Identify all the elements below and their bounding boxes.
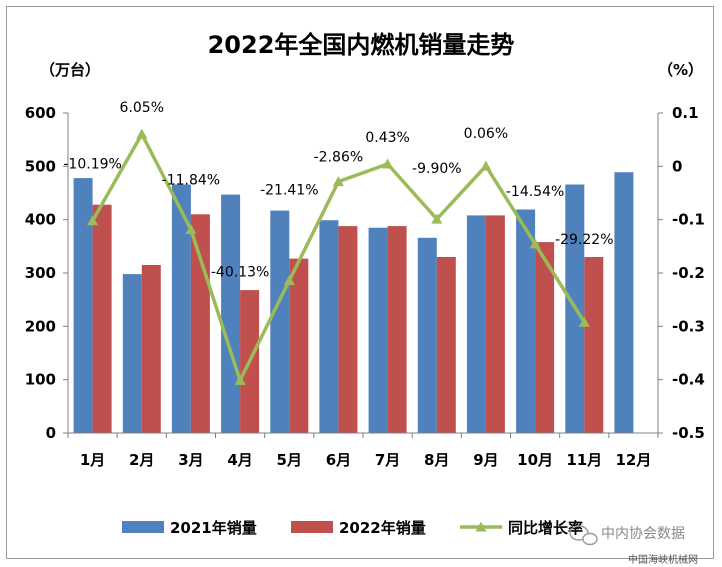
right-tick-label: -0.5 (672, 424, 705, 442)
bar-2022-11 (584, 257, 604, 433)
growth-rate-label-1: -10.19% (63, 157, 121, 173)
growth-rate-point-8 (431, 213, 443, 224)
right-tick-label: -0.3 (672, 317, 705, 335)
growth-rate-point-4 (234, 374, 246, 385)
legend-swatch-0 (122, 521, 164, 533)
growth-rate-point-9 (480, 160, 492, 171)
bar-2021-8 (417, 237, 437, 433)
right-tick-label: -0.2 (672, 264, 705, 282)
bar-2022-1 (92, 204, 112, 433)
left-tick-label: 0 (46, 424, 56, 442)
x-tick-label: 10月 (517, 451, 553, 469)
left-tick-label: 200 (25, 317, 56, 335)
bar-2021-12 (614, 172, 634, 433)
x-tick-label: 4月 (227, 451, 252, 469)
bar-2022-6 (338, 226, 358, 433)
x-tick-label: 5月 (277, 451, 302, 469)
legend: 2021年销量 2022年销量 同比增长率 (122, 519, 583, 537)
bar-2021-1 (73, 178, 93, 433)
data-labels-layer: -10.19%6.05%-11.84%-40.13%-21.41%-2.86%0… (63, 100, 613, 280)
x-tick-label: 8月 (424, 451, 449, 469)
growth-rate-label-3: -11.84% (162, 173, 220, 189)
bars-layer (73, 172, 634, 433)
growth-rate-label-7: 0.43% (365, 130, 409, 146)
bar-2021-9 (466, 215, 486, 433)
axes-layer (63, 112, 663, 438)
x-tick-label: 12月 (615, 451, 651, 469)
right-axis-unit: （%） (658, 61, 703, 79)
left-axis-unit: （万台） (40, 61, 100, 79)
watermark-text: 中内协会数据 (601, 526, 685, 542)
left-tick-label: 600 (25, 104, 56, 122)
bar-2021-10 (516, 209, 536, 433)
bar-2021-7 (368, 227, 388, 433)
x-tick-label: 1月 (80, 451, 105, 469)
growth-rate-label-4: -40.13% (211, 264, 269, 280)
growth-rate-label-2: 6.05% (120, 100, 164, 116)
right-tick-label: -0.4 (672, 371, 705, 389)
right-tick-label: 0.1 (672, 104, 699, 122)
bar-2021-4 (221, 194, 241, 433)
legend-swatch-marker (475, 521, 487, 532)
right-tick-label: -0.1 (672, 211, 705, 229)
growth-rate-point-11 (578, 316, 590, 327)
x-tick-label: 9月 (473, 451, 498, 469)
growth-rate-label-8: -9.90% (412, 161, 462, 177)
bar-2022-9 (485, 215, 505, 433)
x-tick-label: 11月 (566, 451, 602, 469)
growth-rate-point-10 (529, 238, 541, 249)
left-tick-label: 300 (25, 264, 56, 282)
growth-rate-point-1 (87, 215, 99, 226)
bar-2021-6 (319, 220, 339, 433)
growth-rate-label-10: -14.54% (506, 184, 564, 200)
left-tick-label: 400 (25, 211, 56, 229)
growth-rate-point-3 (185, 224, 197, 234)
chart-title: 2022年全国内燃机销量走势 (208, 31, 515, 59)
growth-rate-point-7 (382, 158, 394, 169)
bar-2022-2 (141, 265, 161, 433)
bar-2022-7 (387, 226, 407, 433)
growth-rate-point-2 (136, 128, 148, 139)
bar-2022-10 (535, 242, 555, 433)
wechat-icon (569, 525, 598, 546)
growth-rate-label-11: -29.22% (555, 232, 613, 248)
growth-rate-label-6: -2.86% (314, 150, 364, 166)
x-tick-label: 7月 (375, 451, 400, 469)
bar-2022-5 (289, 258, 309, 433)
x-tick-label: 2月 (129, 451, 154, 469)
left-tick-label: 500 (25, 157, 56, 175)
legend-label-0: 2021年销量 (170, 519, 257, 537)
growth-rate-point-6 (332, 176, 344, 187)
ticks-layer: 0 100 200 300 400 500 600 -0.5 -0.4 -0.3 -0.2 -0.1 0… (25, 104, 705, 469)
growth-line-layer (87, 128, 590, 385)
right-tick-label: 0 (672, 157, 682, 175)
growth-rate-label-5: -21.41% (260, 183, 318, 199)
bar-2021-5 (270, 210, 290, 433)
left-tick-label: 100 (25, 371, 56, 389)
watermark-site: 中国海峡机械网 (628, 553, 698, 566)
legend-label-1: 2022年销量 (339, 519, 426, 537)
growth-rate-point-5 (283, 275, 295, 285)
bar-2021-2 (122, 274, 142, 433)
legend-swatch-1 (291, 521, 333, 533)
bar-2022-8 (436, 257, 456, 433)
bar-2022-3 (190, 214, 210, 433)
x-tick-label: 3月 (178, 451, 203, 469)
growth-rate-label-9: 0.06% (464, 126, 508, 142)
watermark: 中内协会数据 中国海峡机械网 (569, 525, 698, 566)
x-tick-label: 6月 (326, 451, 351, 469)
legend-label-2: 同比增长率 (508, 519, 583, 537)
bar-2021-3 (171, 184, 191, 433)
